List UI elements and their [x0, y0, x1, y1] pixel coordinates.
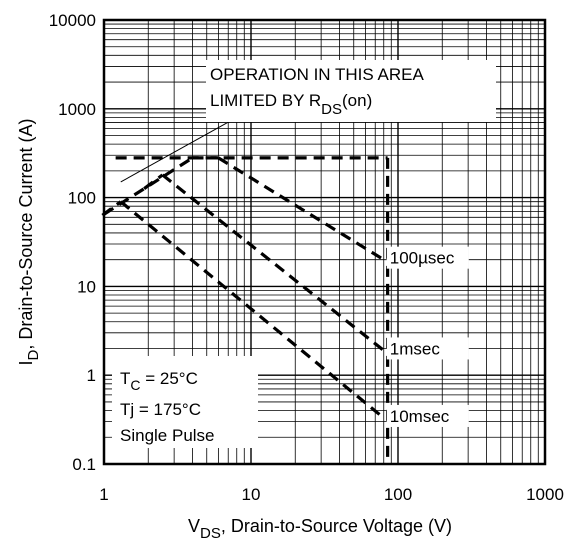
series-label: 100µsec	[390, 249, 455, 268]
series-label: 10msec	[390, 407, 450, 426]
annotation-line-1: OPERATION IN THIS AREA	[210, 65, 424, 84]
x-tick-label: 100	[384, 485, 412, 504]
series-label-backdrop	[386, 404, 469, 427]
series-line-2	[119, 200, 385, 420]
condition-tc: TC = 25°C	[120, 369, 198, 393]
x-tick-label: 1	[99, 485, 108, 504]
y-tick-label: 100	[68, 189, 96, 208]
y-tick-label: 10	[77, 277, 96, 296]
x-axis-label: VDS, Drain-to-Source Voltage (V)	[188, 516, 452, 542]
x-tick-label: 1000	[526, 485, 564, 504]
series-line-0	[217, 156, 385, 262]
series-connector	[143, 173, 164, 190]
series-label-backdrop	[386, 337, 469, 360]
series-connector	[101, 200, 122, 217]
series-label: 1msec	[390, 339, 441, 358]
plot-frame	[102, 18, 547, 466]
x-tick-label: 10	[242, 485, 261, 504]
annotation-line-2: LIMITED BY RDS(on)	[210, 91, 372, 118]
curves: 100µsec 1msec 10msec	[101, 116, 469, 464]
series-label-backdrop	[386, 246, 469, 269]
x-tick-labels: 1 10 100 1000	[99, 485, 564, 504]
series-line-1	[161, 173, 385, 352]
annotation-backdrop	[206, 60, 496, 122]
conditions-backdrop	[112, 356, 258, 448]
y-tick-labels: 0.1 1 10 100 1000 10000	[49, 11, 96, 474]
y-axis-label: ID, Drain-to-Source Current (A)	[16, 119, 42, 366]
annotation-leader-line	[120, 116, 237, 183]
y-tick-label: 10000	[49, 11, 96, 30]
y-tick-label: 1	[87, 366, 96, 385]
y-tick-label: 1000	[58, 100, 96, 119]
y-tick-label: 0.1	[72, 455, 96, 474]
condition-pulse: Single Pulse	[120, 426, 215, 445]
condition-tj: Tj = 175°C	[120, 400, 201, 419]
